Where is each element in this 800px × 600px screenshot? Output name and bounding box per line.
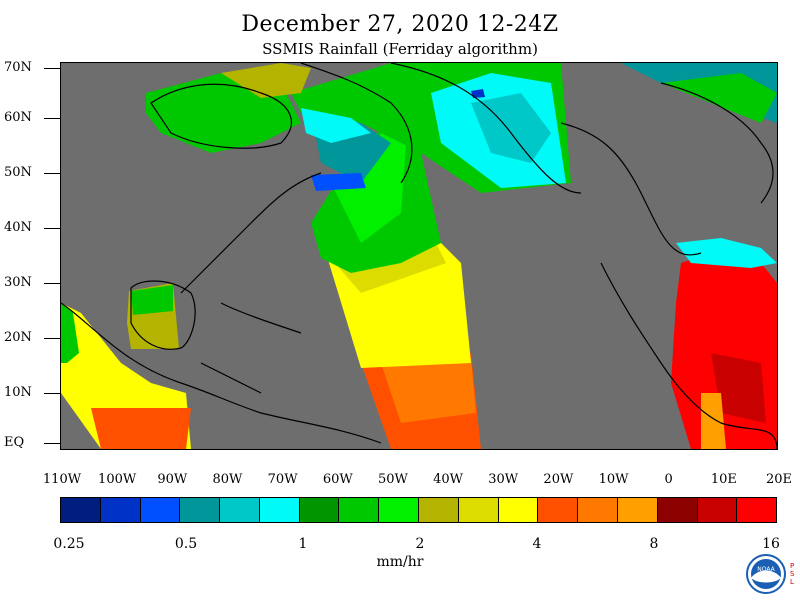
latitude-label: 60N xyxy=(4,110,32,125)
colorbar-swatch xyxy=(419,498,459,522)
colorbar-swatch xyxy=(180,498,221,522)
rain-swath-atlantic-orange2 xyxy=(381,358,476,423)
map-title: December 27, 2020 12-24Z xyxy=(241,12,559,37)
longitude-label: 30W xyxy=(488,472,519,487)
longitude-label: 10W xyxy=(598,472,629,487)
longitude-label: 80W xyxy=(212,472,243,487)
latitude-tick xyxy=(44,68,60,69)
rainfall-map xyxy=(60,62,778,450)
colorbar-swatch xyxy=(220,498,260,522)
longitude-label: 110W xyxy=(42,472,82,487)
latitude-tick xyxy=(44,443,60,444)
colorbar-tick-label: 1 xyxy=(298,536,308,552)
colorbar-swatch xyxy=(657,498,698,522)
colorbar-swatch xyxy=(697,498,738,522)
colorbar-tick-label: 4 xyxy=(532,536,542,552)
latitude-label: 70N xyxy=(4,60,32,75)
colorbar-units: mm/hr xyxy=(376,554,424,570)
svg-text:NOAA: NOAA xyxy=(757,566,775,573)
colorbar-tick-label: 0.25 xyxy=(53,536,85,552)
noaa-logo-icon: NOAA xyxy=(746,554,786,594)
latitude-label: 10N xyxy=(4,385,32,400)
colorbar-swatch xyxy=(538,498,579,522)
colorbar-swatch xyxy=(140,498,181,522)
rain-swath-africa-darkred xyxy=(711,353,766,423)
rain-rate-colorbar xyxy=(60,497,777,523)
rain-swath-hudson-olive xyxy=(221,63,311,98)
latitude-tick xyxy=(44,283,60,284)
longitude-label: 100W xyxy=(98,472,137,487)
longitude-label: 10E xyxy=(710,472,737,487)
latitude-label: 20N xyxy=(4,330,32,345)
colorbar-swatch xyxy=(379,498,420,522)
colorbar-swatch xyxy=(61,498,101,522)
rain-swath-gulf-green xyxy=(131,285,173,315)
longitude-label: 50W xyxy=(377,472,408,487)
latitude-tick xyxy=(44,393,60,394)
longitude-label: 60W xyxy=(322,472,353,487)
rain-swath-norway-green xyxy=(661,73,777,123)
longitude-label: 20E xyxy=(765,472,793,487)
longitude-label: 0 xyxy=(664,472,673,487)
colorbar-tick-label: 0.5 xyxy=(174,536,198,552)
colorbar-swatch xyxy=(100,498,141,522)
longitude-label: 70W xyxy=(267,472,298,487)
colorbar-swatch xyxy=(259,498,300,522)
longitude-label: 20W xyxy=(543,472,574,487)
longitude-label: 40W xyxy=(433,472,464,487)
colorbar-swatch xyxy=(617,498,658,522)
latitude-tick xyxy=(44,228,60,229)
colorbar-swatch xyxy=(299,498,340,522)
latitude-label: EQ xyxy=(4,435,25,450)
latitude-label: 50N xyxy=(4,165,32,180)
latitude-tick xyxy=(44,338,60,339)
rain-swath-labrador-cyan xyxy=(301,108,371,143)
coastlines xyxy=(61,63,777,449)
rain-swath-atlantic-brightgreen xyxy=(331,133,406,243)
rainfall-map-svg xyxy=(61,63,777,449)
latitude-label: 40N xyxy=(4,220,32,235)
colorbar-tick-label: 16 xyxy=(762,536,780,552)
latitude-label: 30N xyxy=(4,275,32,290)
colorbar-swatch xyxy=(498,498,539,522)
colorbar-swatch xyxy=(737,498,777,522)
colorbar-swatch xyxy=(578,498,618,522)
rain-swath-greenland-blue xyxy=(471,89,485,98)
colorbar-tick-label: 2 xyxy=(415,536,425,552)
rain-swath-pacific-green xyxy=(61,303,79,363)
rain-swath-pacific-orange xyxy=(91,408,191,449)
colorbar-tick-label: 8 xyxy=(649,536,659,552)
longitude-label: 90W xyxy=(157,472,188,487)
latitude-tick xyxy=(44,118,60,119)
rain-swath-africa-orange xyxy=(701,393,726,449)
map-subtitle: SSMIS Rainfall (Ferriday algorithm) xyxy=(262,40,538,58)
rain-swath-med-cyan xyxy=(676,238,777,268)
colorbar-swatch xyxy=(339,498,380,522)
rain-swath-newfoundland-blue xyxy=(311,173,366,191)
latitude-tick xyxy=(44,173,60,174)
colorbar-swatch xyxy=(458,498,499,522)
